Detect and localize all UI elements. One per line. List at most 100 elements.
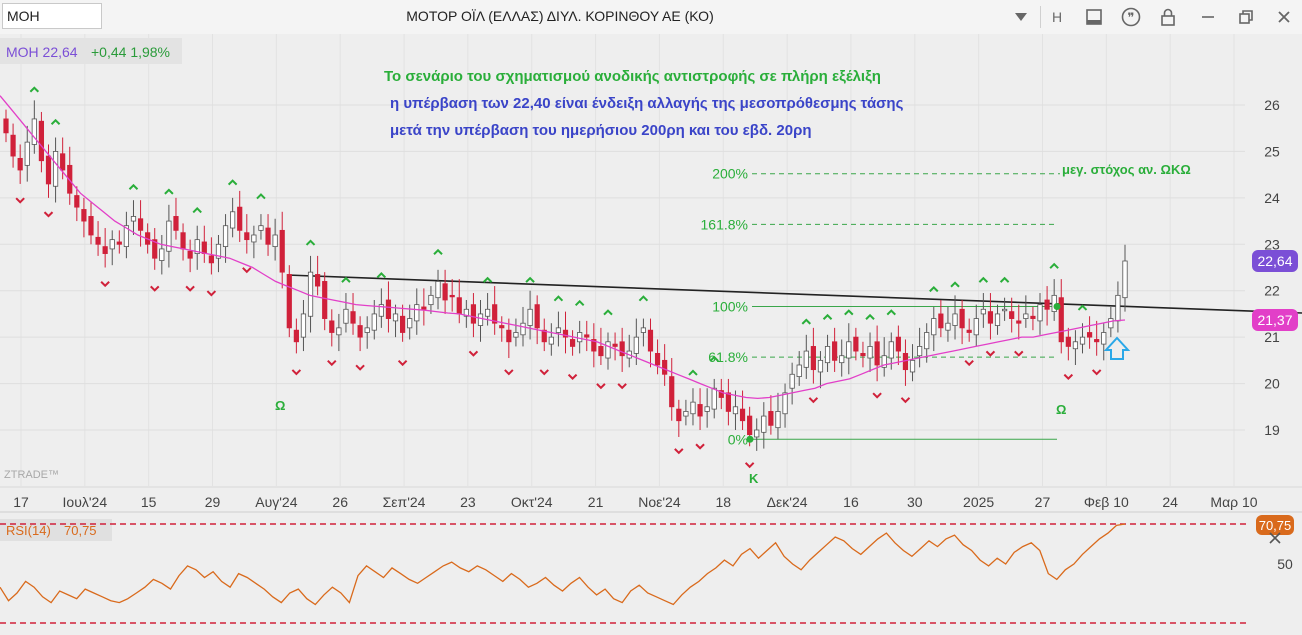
restore-icon[interactable] <box>1234 6 1258 28</box>
candle-body <box>718 390 724 398</box>
time-tick-label: 27 <box>1035 494 1051 510</box>
minimize-icon[interactable] <box>1196 6 1220 28</box>
candle-body <box>60 153 66 171</box>
candle-body <box>669 376 675 408</box>
candle-body <box>584 334 590 338</box>
swing-high-marker <box>709 355 719 362</box>
swing-low-marker <box>872 392 882 399</box>
lock-icon[interactable] <box>1156 6 1180 28</box>
swing-high-marker <box>638 295 649 302</box>
change-label: +0,44 1,98% <box>91 44 170 60</box>
swing-high-marker <box>978 276 989 283</box>
symbol-input[interactable]: MOH <box>2 3 102 29</box>
rsi-value-tag <box>1256 515 1294 535</box>
layout-icon[interactable] <box>1082 6 1106 28</box>
neckline[interactable] <box>286 274 1302 314</box>
rsi-close-icon[interactable] <box>1269 532 1281 544</box>
price-tag-label: 21,37 <box>1257 312 1292 328</box>
swing-low-marker <box>1063 373 1074 381</box>
candle-body <box>980 308 986 315</box>
candle-body <box>839 355 845 364</box>
candles <box>3 100 1128 451</box>
price-tags: 22,64 21,37 <box>1252 250 1298 331</box>
candle-body <box>81 209 87 222</box>
timeframe-button[interactable]: H <box>1051 9 1063 25</box>
candle-body <box>166 220 172 252</box>
candle-body <box>400 315 406 333</box>
candle-body <box>1002 308 1008 312</box>
candle-body <box>676 408 682 422</box>
time-tick-label: Ιουλ'24 <box>63 494 108 510</box>
price-chart[interactable]: MOH 22,64 +0,44 1,98% Το σενάριο του σχη… <box>0 34 1302 635</box>
time-tick-label: 23 <box>460 494 476 510</box>
candle-body <box>697 404 703 417</box>
swing-low-marker <box>504 369 514 376</box>
candle-body <box>435 281 441 299</box>
candle-body <box>860 352 866 357</box>
close-icon[interactable] <box>1272 6 1296 28</box>
candle-body <box>832 341 838 361</box>
quote-icon[interactable]: ❞ <box>1118 6 1144 28</box>
price-label: MOH 22,64 <box>6 44 78 60</box>
candle-body <box>577 332 583 343</box>
swing-low-marker <box>617 383 627 390</box>
price-tick-label: 26 <box>1264 97 1280 113</box>
swing-low-marker <box>242 267 252 274</box>
candle-body <box>1108 318 1114 329</box>
price-tick-label: 25 <box>1264 143 1280 159</box>
dropdown-icon[interactable] <box>1010 6 1032 28</box>
candle-body <box>194 239 200 254</box>
candle-body <box>130 216 137 222</box>
candle-body <box>789 373 795 389</box>
rsi-axis: 50 <box>1277 556 1293 572</box>
candle-body <box>973 318 979 336</box>
candle-body <box>343 308 349 324</box>
swing-high-marker <box>433 248 443 255</box>
candle-body <box>1065 336 1071 347</box>
candle-body <box>378 304 384 317</box>
time-tick-label: Οκτ'24 <box>511 494 553 510</box>
candle-body <box>867 346 873 359</box>
candle-body <box>909 359 916 373</box>
candle-body <box>810 346 816 371</box>
candle-body <box>1122 260 1128 299</box>
time-tick-label: 26 <box>332 494 348 510</box>
breakout-arrow-icon <box>1103 336 1131 360</box>
candle-body <box>137 218 144 231</box>
annotation-line-2: η υπέρβαση των 22,40 είναι ένδειξη αλλαγ… <box>390 95 904 112</box>
candle-body <box>803 350 809 368</box>
candle-body <box>286 274 292 329</box>
candle-body <box>1030 315 1036 319</box>
candle-body <box>725 392 731 412</box>
candle-body <box>569 339 576 347</box>
price-tag <box>1252 308 1298 331</box>
candle-body <box>959 308 965 329</box>
time-tick-label: Νοε'24 <box>638 494 681 510</box>
candle-body <box>633 336 639 354</box>
candle-body <box>357 325 363 338</box>
candle-body <box>817 359 824 373</box>
watermark: ZTRADE™ <box>4 469 59 481</box>
candle-body <box>527 308 533 326</box>
candle-body <box>492 304 498 324</box>
target-label: μεγ. στόχος αν. ΩΚΩ <box>1062 162 1191 177</box>
swing-high-marker <box>1077 304 1088 311</box>
candle-body <box>428 294 434 306</box>
candle-body <box>1094 339 1100 343</box>
candle-body <box>180 232 186 250</box>
candle-body <box>605 341 611 359</box>
candle-body <box>300 313 307 338</box>
swing-low-marker <box>327 359 337 367</box>
swing-high-marker <box>192 207 202 214</box>
swing-high-marker <box>29 86 40 93</box>
candle-body <box>994 313 1001 326</box>
candle-body <box>293 329 299 343</box>
swing-low-marker <box>150 285 160 292</box>
candle-body <box>874 341 880 366</box>
swing-low-marker <box>185 285 195 292</box>
rsi-value: 70,75 <box>64 523 97 538</box>
candle-body <box>45 155 52 185</box>
divider <box>1040 6 1041 28</box>
candle-body <box>31 118 37 145</box>
swing-low-marker <box>900 397 911 404</box>
